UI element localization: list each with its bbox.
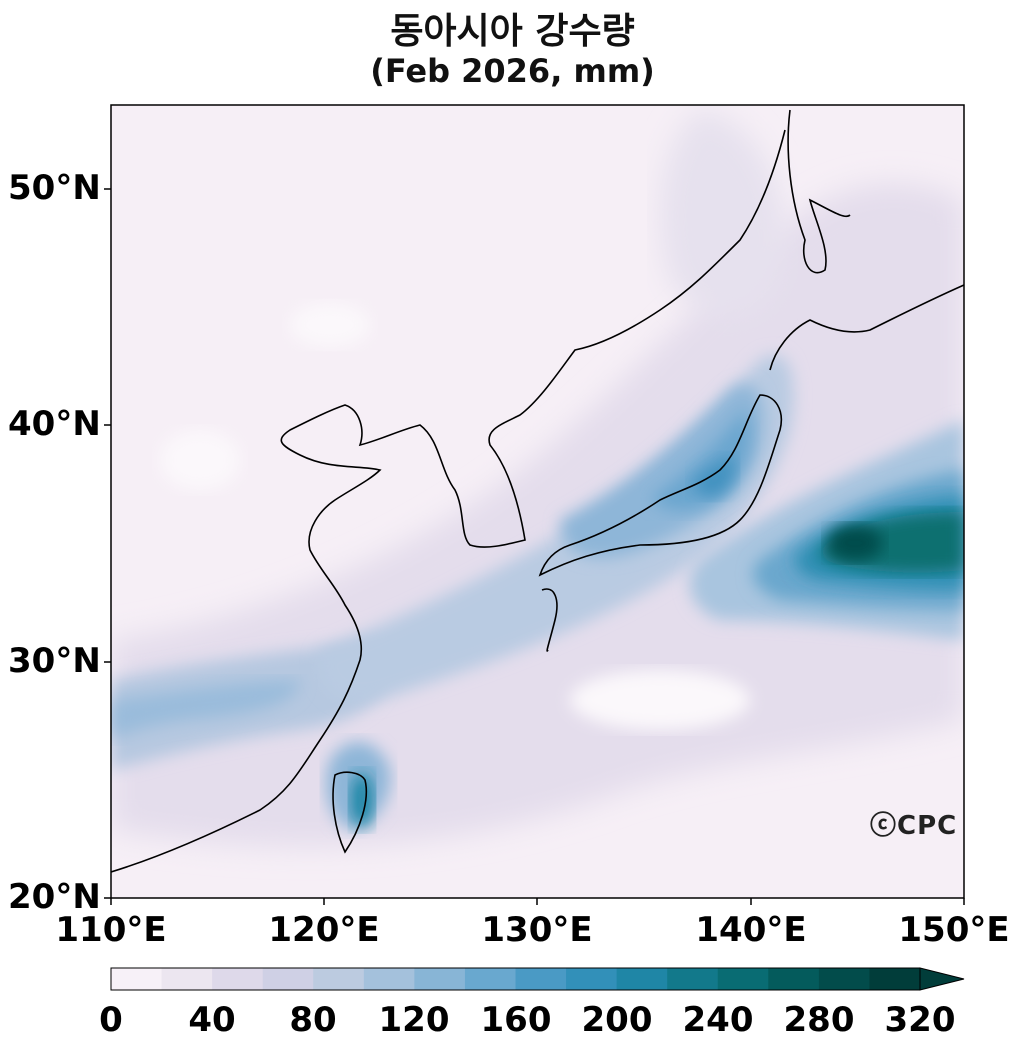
lon-label-140: 140°E: [695, 910, 807, 950]
lon-label-110: 110°E: [55, 910, 167, 950]
colorbar-extend-arrow: [919, 967, 965, 991]
colorbar-segment: [818, 968, 870, 990]
map-title: 동아시아 강수량: [390, 11, 635, 52]
lon-label-150: 150°E: [898, 910, 1010, 950]
lat-label-20: 20°N: [8, 877, 101, 917]
coastlines: [111, 109, 964, 873]
colorbar-segment: [262, 968, 314, 990]
colorbar-segment: [363, 968, 415, 990]
colorbar-segment: [717, 968, 769, 990]
map-subtitle: (Feb 2026, mm): [370, 52, 655, 90]
lat-label-40: 40°N: [8, 404, 101, 444]
axis-ticks: [104, 188, 965, 905]
colorbar-label-160: 160: [480, 1000, 552, 1040]
colorbar-label-280: 280: [783, 1000, 855, 1040]
colorbar-segment: [869, 968, 921, 990]
lon-label-130: 130°E: [481, 910, 593, 950]
colorbar-outline: [110, 967, 921, 991]
colorbar-label-120: 120: [378, 1000, 450, 1040]
colorbar-label-200: 200: [581, 1000, 653, 1040]
colorbar-label-40: 40: [188, 1000, 236, 1040]
lat-label-30: 30°N: [8, 641, 101, 681]
precipitation-field: [111, 105, 964, 898]
lat-label-50: 50°N: [8, 168, 101, 208]
colorbar-label-0: 0: [99, 1000, 123, 1040]
colorbar-label-320: 320: [884, 1000, 956, 1040]
colorbar-segment: [212, 968, 264, 990]
colorbar: [110, 967, 965, 991]
colorbar-segment: [414, 968, 466, 990]
colorbar-segment: [616, 968, 668, 990]
colorbar-segment: [313, 968, 365, 990]
colorbar-segment: [464, 968, 516, 990]
colorbar-label-240: 240: [682, 1000, 754, 1040]
colorbar-segment: [768, 968, 820, 990]
colorbar-label-80: 80: [289, 1000, 337, 1040]
lon-label-120: 120°E: [268, 910, 380, 950]
colorbar-segment: [161, 968, 213, 990]
cpc-logo: ⓒCPC: [870, 811, 958, 841]
colorbar-segment: [515, 968, 567, 990]
colorbar-segment: [667, 968, 719, 990]
colorbar-segment: [111, 968, 163, 990]
colorbar-segment: [566, 968, 618, 990]
